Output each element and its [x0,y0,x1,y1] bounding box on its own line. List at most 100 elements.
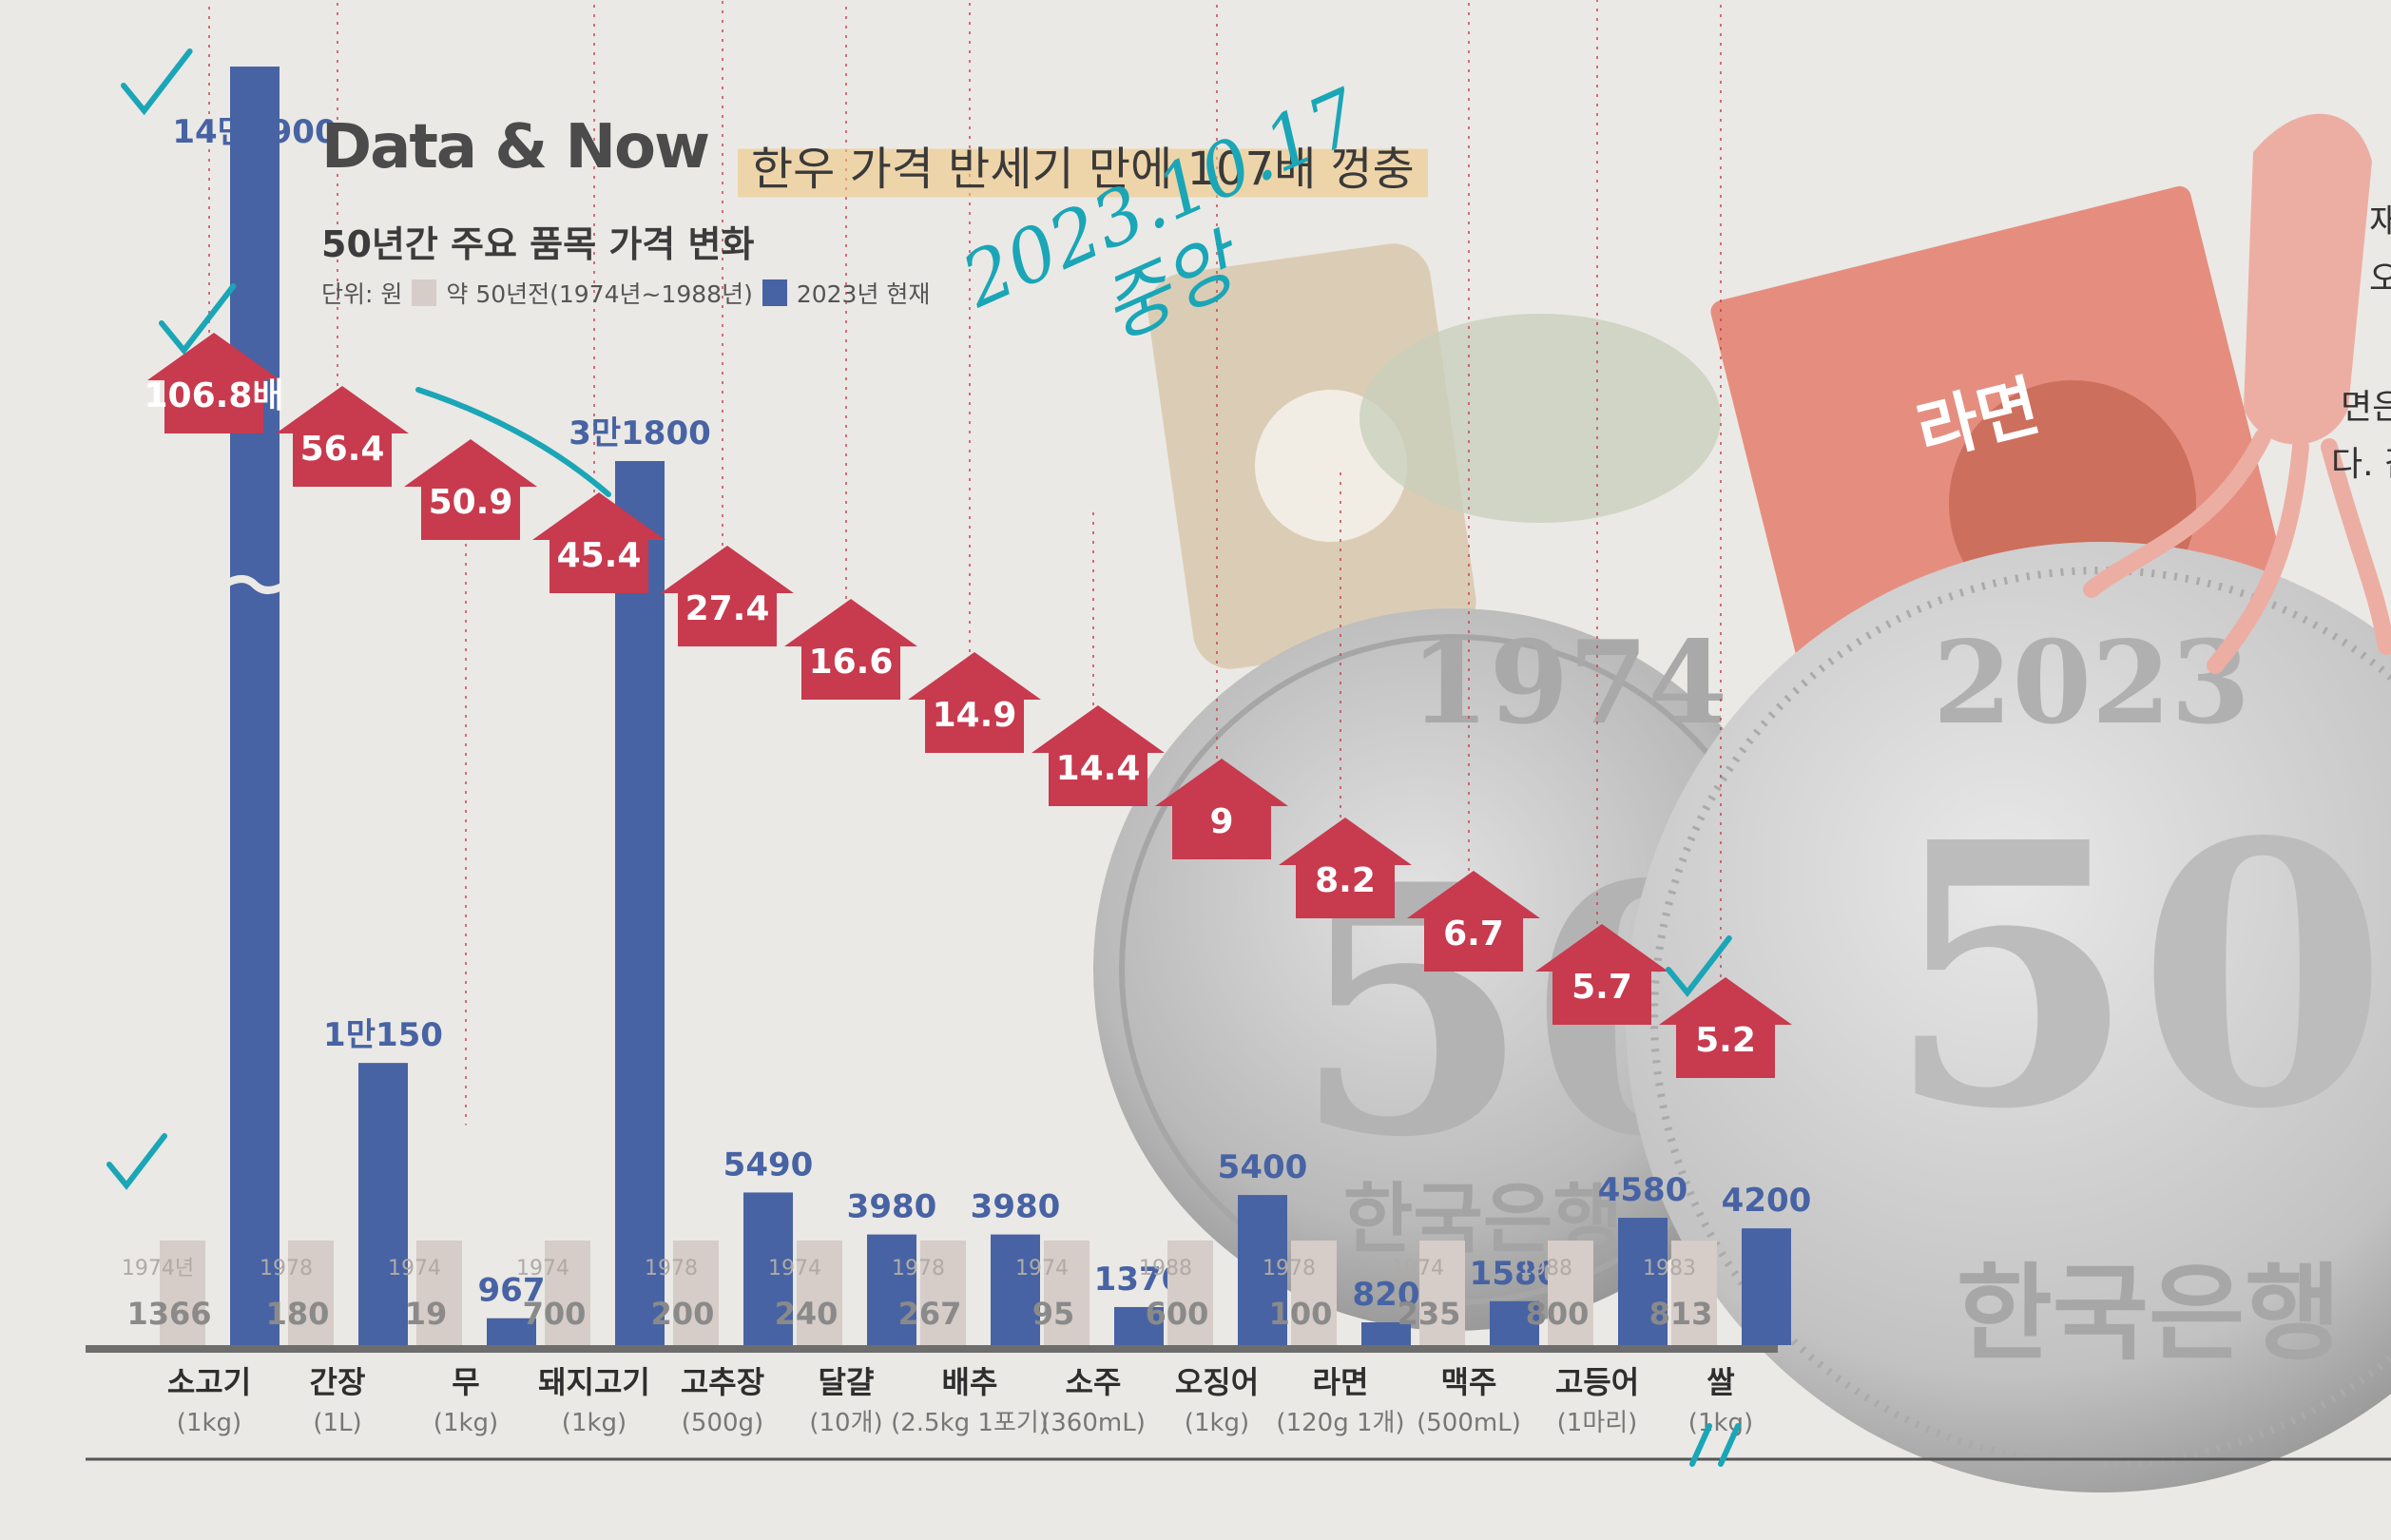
label-past-year: 1978 [645,1257,698,1280]
label-past-value: 180 [266,1296,330,1332]
bar-2023 [867,1234,916,1345]
category-label: 고추장 [681,1364,764,1400]
category-label: 배추 [942,1364,998,1400]
multiplier-label: 27.4 [685,589,770,628]
multiplier-label: 5.2 [1695,1021,1756,1060]
bar-2023 [487,1318,536,1345]
label-2023-value: 4200 [1722,1182,1812,1220]
label-2023-value: 3980 [971,1188,1061,1226]
category-unit: (1kg) [1185,1409,1249,1437]
multiplier-label: 50.9 [429,483,513,522]
bar-past [673,1241,719,1345]
brand-title: Data & Now [321,112,710,183]
handwritten-mark-icon [1689,1423,1741,1467]
label-2023-value: 5490 [723,1145,814,1184]
label-past-value: 267 [898,1296,962,1332]
label-2023-value: 820 [1353,1276,1420,1314]
bar-past [1167,1241,1213,1345]
category-label: 고등어 [1555,1364,1639,1400]
bar-2023 [1361,1322,1411,1345]
checkmark-icon [1666,935,1732,998]
category-label: 돼지고기 [538,1364,650,1400]
category-label: 라면 [1313,1364,1369,1400]
squid-illustration [2244,113,2372,445]
label-2023-value: 3980 [847,1188,937,1226]
label-past-value: 95 [1032,1296,1075,1332]
label-past-year: 1978 [260,1257,313,1280]
category-label: 소고기 [167,1364,251,1400]
legend-label-past: 약 50년전(1974년~1988년) [446,280,753,308]
label-past-value: 19 [405,1296,448,1332]
multiplier-arrow-icon [276,386,409,487]
label-2023-value: 4580 [1598,1171,1688,1209]
label-past-value: 100 [1269,1296,1333,1332]
label-past-year: 1978 [892,1257,945,1280]
label-2023-value: 1만150 [323,1016,443,1054]
category-unit: (1kg) [562,1409,627,1437]
baseline-axis [86,1345,1778,1353]
multiplier-arrow-icon [1659,977,1792,1078]
category-unit: (1kg) [1688,1409,1753,1437]
multiplier-label: 14.4 [1056,749,1141,788]
label-past-value: 1366 [126,1296,211,1332]
bar-past [1291,1241,1337,1345]
category-label: 간장 [310,1364,366,1400]
category-unit: (10개) [809,1409,882,1437]
category-unit: (2.5kg 1포기) [891,1409,1049,1437]
label-past-value: 800 [1526,1296,1590,1332]
label-2023-value: 5400 [1218,1148,1308,1186]
label-past-year: 1983 [1643,1257,1696,1280]
category-label: 오징어 [1175,1364,1259,1400]
multiplier-label: 9 [1209,802,1233,841]
multiplier-label: 56.4 [300,430,385,469]
coin-2023-rim [1650,567,2391,1468]
legend-swatch-now [762,279,787,306]
bar-2023 [1238,1195,1287,1345]
label-past-year: 1974 [388,1257,441,1280]
multiplier-arrow-icon [784,599,917,700]
bar-past [1671,1241,1717,1345]
label-past-year: 1988 [1519,1257,1572,1280]
category-label: 쌀 [1706,1364,1734,1400]
bar-past [1044,1241,1089,1345]
multiplier-label: 45.4 [557,536,642,575]
bar-past [288,1241,334,1345]
label-2023-value: 967 [478,1272,546,1310]
label-past-year: 1978 [1263,1257,1316,1280]
legend-label-now: 2023년 현재 [796,280,931,308]
category-label: 무 [452,1364,479,1400]
multiplier-label: 106.8배 [145,376,284,415]
bar-past [160,1241,205,1345]
label-past-year: 1974 [768,1257,821,1280]
label-past-value: 200 [651,1296,715,1332]
legend-swatch-past [412,279,437,306]
bar-2023 [743,1192,793,1345]
bar-2023 [991,1234,1040,1345]
label-past-year: 1974 [1391,1257,1444,1280]
label-past-year: 1974년 [122,1257,194,1280]
multiplier-label: 5.7 [1572,968,1632,1007]
multiplier-arrow-icon [661,546,794,646]
category-label: 달걀 [819,1364,875,1400]
bar-2023 [358,1063,408,1345]
label-past-year: 1974 [1015,1257,1069,1280]
category-unit: (1L) [313,1409,361,1437]
multiplier-arrow-icon [404,439,537,540]
label-2023-value: 1580 [1470,1255,1560,1293]
coin-1974-year: 1974 [1410,616,1727,750]
squid-tentacles [2083,429,2391,674]
category-unit: (500mL) [1417,1409,1521,1437]
bar-past [1548,1241,1593,1345]
checkmark-icon [121,48,193,116]
coin-2023-value: 500 [1885,763,2391,1188]
category-label: 맥주 [1441,1364,1497,1400]
label-past-value: 600 [1146,1296,1209,1332]
multiplier-arrow-icon [1535,924,1668,1025]
handwritten-arrow-icon [415,387,611,497]
coin-2023-icon [1626,542,2391,1492]
bar-2023 [1742,1228,1791,1345]
label-past-value: 235 [1398,1296,1461,1332]
unit-label: 단위: 원 [321,280,403,308]
multiplier-arrow-icon [532,492,665,593]
